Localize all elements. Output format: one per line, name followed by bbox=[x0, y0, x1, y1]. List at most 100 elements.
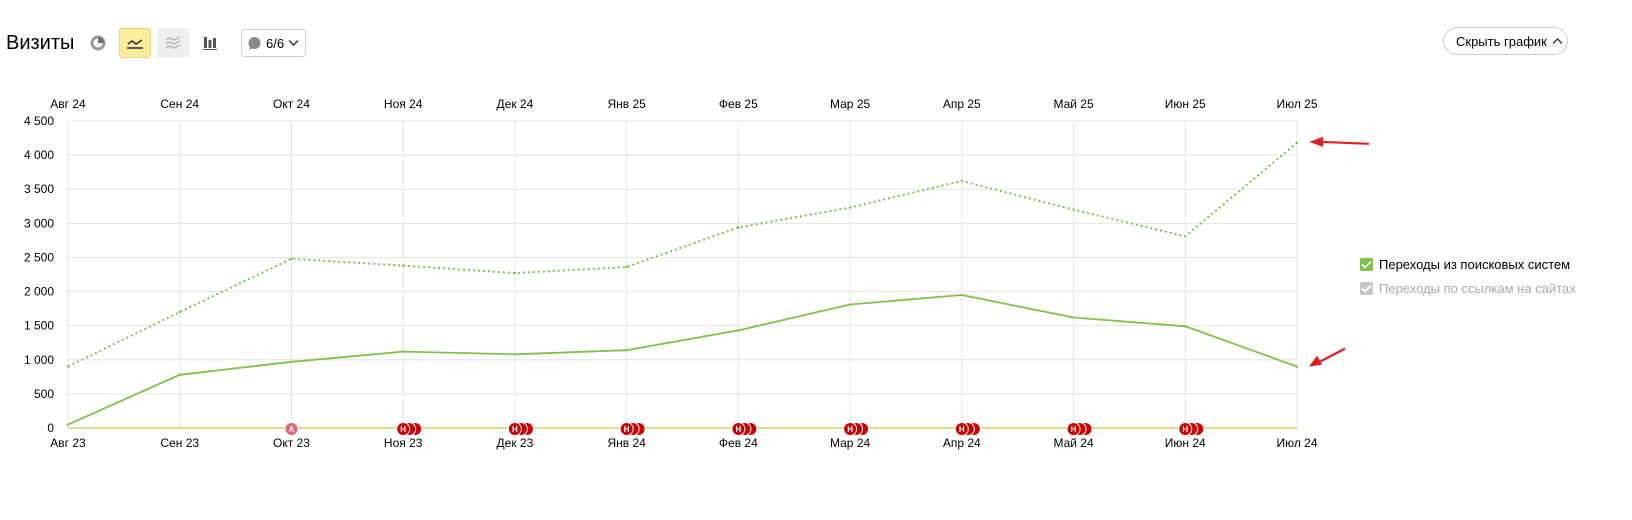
check-icon bbox=[1361, 284, 1372, 293]
data-point-previous bbox=[401, 350, 405, 353]
hide-chart-label: Скрыть график bbox=[1456, 33, 1547, 49]
note-marker bbox=[731, 422, 746, 436]
x-top-tick-label: Май 25 bbox=[1053, 97, 1094, 111]
series-line-previous bbox=[67, 294, 1298, 426]
note-marker-label: Н bbox=[847, 425, 853, 434]
x-bottom-tick-label: Июл 24 bbox=[1276, 436, 1317, 450]
x-top-tick-label: Мар 25 bbox=[830, 97, 870, 111]
x-bottom-tick-label: Авг 23 bbox=[50, 436, 86, 450]
note-marker bbox=[1178, 422, 1193, 436]
area-chart-button[interactable] bbox=[157, 28, 189, 58]
arrow-head-current bbox=[1309, 136, 1323, 147]
hide-chart-button[interactable]: Скрыть график bbox=[1443, 27, 1568, 55]
data-point-previous bbox=[290, 360, 293, 364]
chevron-up-icon bbox=[1552, 38, 1563, 44]
legend-label-search: Переходы из поисковых систем bbox=[1379, 257, 1571, 272]
series-line-current bbox=[67, 142, 1298, 368]
x-top-tick-label: Окт 24 bbox=[273, 97, 310, 111]
arrow-head-previous bbox=[1309, 355, 1322, 367]
data-point-current bbox=[290, 257, 293, 261]
bar-chart-button[interactable] bbox=[194, 28, 226, 58]
y-tick-label: 0 bbox=[47, 421, 54, 435]
bar-chart-icon bbox=[203, 37, 217, 50]
notes-count: 6/6 bbox=[266, 35, 285, 51]
data-point-current bbox=[513, 271, 517, 275]
check-icon bbox=[1361, 260, 1372, 269]
data-point-current bbox=[1072, 208, 1075, 211]
x-top-tick-label: Янв 25 bbox=[607, 97, 646, 111]
x-bottom-tick-label: Июн 24 bbox=[1165, 436, 1206, 450]
legend-item-search[interactable]: Переходы из поисковых систем bbox=[1360, 257, 1570, 272]
data-point-current bbox=[625, 265, 628, 269]
note-marker bbox=[284, 422, 299, 436]
note-marker-label: Н bbox=[1071, 425, 1077, 434]
x-top-tick-label: Фев 25 bbox=[719, 97, 758, 111]
note-marker bbox=[1066, 422, 1081, 436]
y-tick-label: 2 000 bbox=[24, 285, 54, 299]
x-top-tick-label: Апр 25 bbox=[943, 97, 981, 111]
data-point-previous bbox=[1184, 325, 1187, 328]
note-marker bbox=[507, 422, 522, 436]
pie-chart-icon bbox=[90, 35, 106, 51]
note-marker-label: Н bbox=[1182, 425, 1188, 434]
note-marker bbox=[396, 422, 411, 436]
data-point-current bbox=[66, 365, 70, 368]
note-marker bbox=[843, 422, 858, 436]
note-marker-label: Н bbox=[400, 425, 406, 434]
x-top-tick-label: Июл 25 bbox=[1276, 97, 1317, 111]
note-marker-label: Н bbox=[735, 425, 741, 434]
y-tick-label: 1 500 bbox=[24, 319, 54, 333]
y-tick-label: 3 500 bbox=[24, 182, 54, 196]
legend-label-links: Переходы по ссылкам на сайтах bbox=[1379, 281, 1576, 296]
x-bottom-tick-label: Сен 23 bbox=[160, 436, 199, 450]
data-point-previous bbox=[513, 353, 517, 356]
data-point-current bbox=[737, 226, 740, 229]
data-point-previous bbox=[66, 423, 70, 426]
note-marker-label: Н bbox=[959, 425, 965, 434]
data-point-current bbox=[1184, 235, 1187, 238]
note-marker-label: Н bbox=[512, 425, 518, 434]
legend-checkbox-links[interactable] bbox=[1360, 282, 1373, 295]
y-tick-label: 3 000 bbox=[24, 216, 54, 230]
y-tick-label: 500 bbox=[34, 387, 54, 401]
data-point-previous bbox=[1072, 316, 1075, 319]
x-bottom-tick-label: Апр 24 bbox=[943, 436, 981, 450]
x-bottom-tick-label: Ноя 23 bbox=[384, 436, 423, 450]
x-top-tick-label: Авг 24 bbox=[50, 97, 86, 111]
note-marker bbox=[954, 422, 969, 436]
notes-dropdown[interactable]: 6/6 bbox=[241, 29, 306, 57]
data-point-previous bbox=[625, 349, 628, 352]
x-bottom-tick-label: Янв 24 bbox=[607, 436, 646, 450]
x-top-tick-label: Июн 25 bbox=[1165, 97, 1206, 111]
comment-icon bbox=[248, 36, 261, 50]
legend-item-links[interactable]: Переходы по ссылкам на сайтах bbox=[1360, 281, 1576, 296]
data-point-previous bbox=[848, 303, 852, 306]
y-tick-label: 1 000 bbox=[24, 353, 54, 367]
legend-checkbox-search[interactable] bbox=[1360, 258, 1373, 271]
data-point-previous bbox=[960, 293, 964, 297]
x-bottom-tick-label: Мар 24 bbox=[830, 436, 870, 450]
line-chart-icon bbox=[127, 39, 143, 49]
pie-chart-button[interactable] bbox=[82, 28, 114, 58]
arrow-current bbox=[1318, 140, 1370, 145]
y-tick-label: 2 500 bbox=[24, 250, 54, 264]
x-top-tick-label: Дек 24 bbox=[497, 97, 534, 111]
x-bottom-tick-label: Май 24 bbox=[1053, 436, 1094, 450]
y-tick-label: 4 500 bbox=[24, 114, 54, 128]
data-point-previous bbox=[1295, 365, 1299, 368]
data-point-current bbox=[178, 310, 181, 314]
x-bottom-tick-label: Фев 24 bbox=[719, 436, 758, 450]
x-top-tick-label: Сен 24 bbox=[160, 97, 199, 111]
arrow-previous bbox=[1317, 347, 1346, 364]
page-title: Визиты bbox=[6, 32, 75, 54]
note-marker bbox=[619, 422, 634, 436]
note-marker-label: A bbox=[289, 425, 295, 434]
data-point-current bbox=[848, 206, 852, 209]
x-top-tick-label: Ноя 24 bbox=[384, 97, 423, 111]
data-point-previous bbox=[737, 329, 740, 332]
data-point-current bbox=[401, 264, 405, 267]
note-marker-label: Н bbox=[624, 425, 630, 434]
line-chart-button[interactable] bbox=[119, 28, 151, 58]
data-point-current bbox=[1295, 141, 1299, 145]
